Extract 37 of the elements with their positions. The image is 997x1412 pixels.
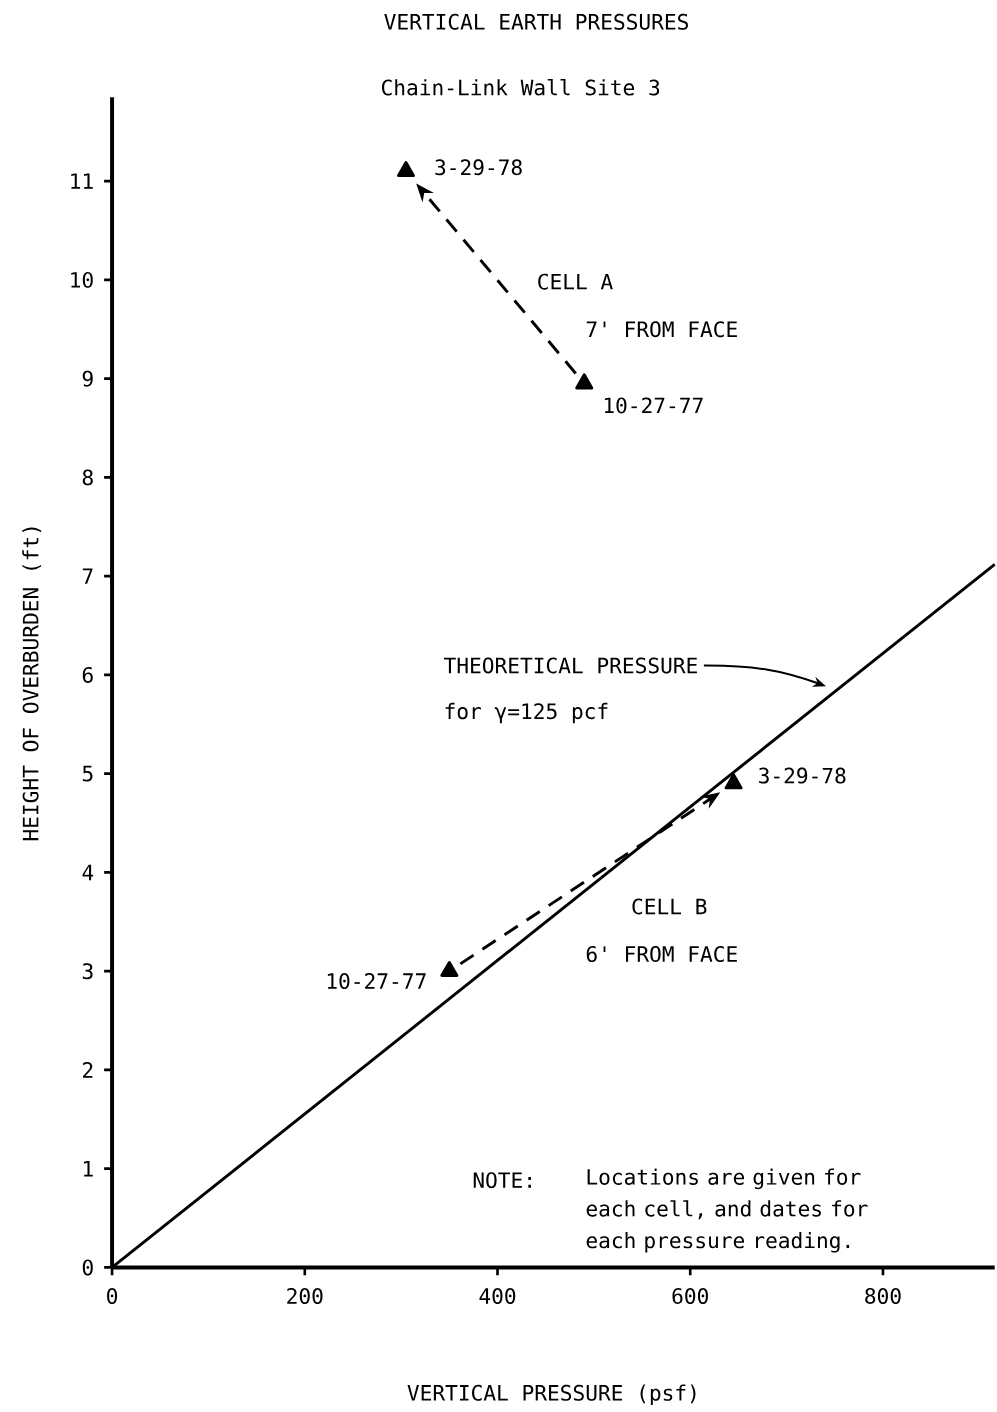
x-tick-label: 400 [479, 1287, 516, 1304]
annotation: for γ=125 pcf [445, 702, 608, 724]
annotation: 10-27-77 [605, 397, 703, 414]
chart-title: VERTICAL EARTH PRESSURES [384, 13, 689, 30]
y-tick-label: 9 [82, 370, 93, 387]
annotation: CELL A [538, 273, 613, 290]
chart-subtitle: Chain-Link Wall Site 3 [382, 79, 660, 96]
annotation: THEORETICAL PRESSURE [444, 657, 698, 674]
annotation: CELL B [632, 898, 707, 915]
y-tick-label: 11 [71, 173, 93, 189]
y-axis-title: HEIGHT OF OVERBURDEN (ft) [22, 527, 42, 841]
point [724, 773, 743, 790]
y-tick-label: 0 [82, 1259, 93, 1276]
y-tick-label: 6 [82, 666, 93, 683]
point [575, 373, 594, 390]
annotation: NOTE: [473, 1172, 532, 1189]
y-tick-label: 5 [83, 765, 93, 782]
y-tick-label: 2 [83, 1062, 93, 1078]
annotation: 3-29-78 [759, 767, 846, 784]
annotation: Locations are given for each cell, and dates for each pressure reading. [586, 1168, 868, 1253]
x-tick-label: 0 [107, 1287, 118, 1304]
point [440, 960, 459, 977]
y-tick-label: 1 [84, 1160, 93, 1177]
y-tick-label: 4 [82, 864, 94, 881]
x-axis-title: VERTICAL PRESSURE (psf) [407, 1384, 696, 1405]
y-tick-label: 3 [82, 963, 93, 980]
y-tick-label: 7 [83, 568, 93, 584]
annotation: 10-27-77 [328, 973, 426, 990]
x-tick-label: 800 [865, 1287, 901, 1304]
y-tick-label: 8 [82, 469, 93, 486]
point [397, 161, 416, 178]
annotation: 7' FROM FACE [586, 321, 738, 338]
x-tick-label: 200 [287, 1287, 323, 1304]
y-tick-label: 10 [71, 271, 93, 288]
annotation: 3-29-78 [435, 159, 522, 176]
annotation: 6' FROM FACE [586, 946, 738, 963]
x-tick-label: 600 [672, 1287, 709, 1304]
